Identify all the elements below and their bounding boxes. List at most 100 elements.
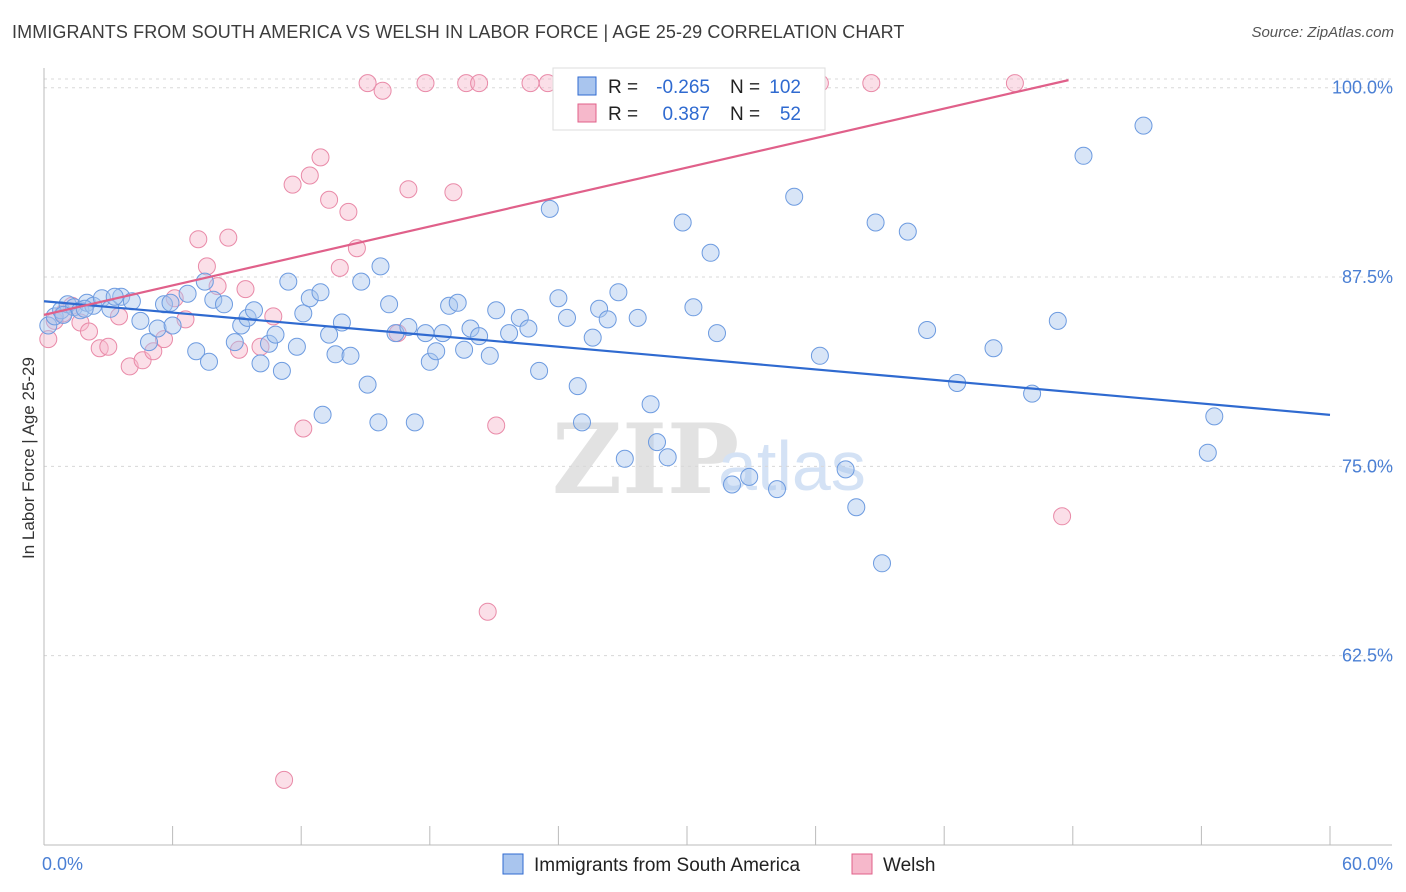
south-america-point bbox=[768, 480, 786, 499]
south-america-point bbox=[341, 346, 360, 365]
south-america-point bbox=[785, 187, 804, 206]
welsh-point bbox=[358, 74, 377, 93]
y-axis-label: In Labor Force | Age 25-29 bbox=[19, 357, 38, 559]
south-america-point bbox=[215, 295, 233, 314]
south-america-point bbox=[39, 316, 58, 335]
x-tick-label: 60.0% bbox=[1342, 854, 1393, 874]
south-america-point bbox=[723, 475, 741, 494]
south-america-point bbox=[1048, 311, 1067, 330]
south-america-point bbox=[609, 283, 628, 302]
legend-r-value-2: 0.387 bbox=[662, 104, 710, 125]
trend-line-south-america bbox=[43, 300, 1331, 416]
south-america-point bbox=[245, 301, 263, 320]
welsh-point bbox=[399, 180, 418, 199]
south-america-point bbox=[583, 328, 602, 347]
legend-r-value-1: -0.265 bbox=[656, 77, 710, 98]
welsh-point bbox=[457, 74, 476, 93]
welsh-point bbox=[300, 166, 319, 185]
welsh-point bbox=[80, 322, 98, 341]
welsh-point bbox=[283, 175, 302, 194]
south-america-point bbox=[313, 405, 332, 424]
welsh-point bbox=[39, 330, 58, 349]
south-america-point bbox=[131, 311, 150, 330]
y-tick-label: 75.0% bbox=[1342, 456, 1393, 476]
south-america-point bbox=[598, 310, 617, 329]
south-america-point bbox=[487, 301, 506, 320]
south-america-point bbox=[641, 395, 660, 414]
south-america-point bbox=[161, 293, 180, 312]
welsh-point bbox=[144, 342, 163, 361]
south-america-point bbox=[455, 340, 474, 359]
south-america-point bbox=[701, 243, 720, 262]
south-america-point bbox=[984, 339, 1003, 358]
south-america-point bbox=[480, 346, 499, 365]
welsh-point bbox=[862, 74, 881, 93]
south-america-point bbox=[300, 289, 319, 308]
south-america-point bbox=[847, 498, 866, 517]
y-tick-label: 100.0% bbox=[1332, 78, 1393, 98]
south-america-point bbox=[628, 308, 647, 327]
south-america-point bbox=[380, 295, 399, 314]
series-legend-label-1: Immigrants from South America bbox=[534, 855, 801, 876]
welsh-point bbox=[521, 74, 540, 93]
welsh-point bbox=[311, 148, 330, 167]
legend-n-label-2: N = bbox=[730, 104, 760, 125]
south-america-point bbox=[433, 324, 452, 343]
south-america-point bbox=[294, 304, 313, 323]
south-america-point bbox=[225, 333, 244, 352]
watermark-zip: ZIP bbox=[552, 403, 739, 516]
welsh-point bbox=[1053, 507, 1072, 526]
y-tick-label: 62.5% bbox=[1342, 646, 1393, 666]
welsh-point bbox=[373, 81, 392, 100]
south-america-point bbox=[540, 199, 559, 218]
welsh-point bbox=[197, 257, 216, 276]
series-legend-label-2: Welsh bbox=[883, 855, 935, 876]
south-america-point bbox=[836, 460, 855, 479]
legend-r-label-2: R = bbox=[608, 104, 638, 125]
welsh-point bbox=[189, 230, 208, 249]
south-america-point bbox=[405, 413, 424, 432]
watermark-atlas: atlas bbox=[718, 427, 866, 505]
welsh-point bbox=[155, 330, 173, 349]
south-america-point bbox=[558, 308, 576, 327]
south-america-point bbox=[200, 352, 218, 371]
south-america-point bbox=[1074, 146, 1093, 165]
trend-line-welsh bbox=[43, 79, 1069, 316]
south-america-point bbox=[573, 413, 591, 432]
south-america-point bbox=[420, 352, 439, 371]
south-america-point bbox=[470, 327, 489, 346]
south-america-point bbox=[810, 346, 829, 365]
south-america-point bbox=[320, 325, 339, 344]
axes: 62.5% 75.0% 87.5% 100.0% 0.0% 60.0% bbox=[42, 68, 1393, 874]
gridlines bbox=[44, 78, 1392, 657]
welsh-point bbox=[275, 770, 294, 789]
south-america-point bbox=[708, 324, 726, 343]
south-america-point bbox=[272, 361, 291, 380]
south-america-point bbox=[866, 213, 885, 232]
south-america-point bbox=[684, 298, 703, 317]
welsh-point bbox=[1005, 74, 1024, 93]
south-america-point bbox=[898, 222, 917, 241]
welsh-point bbox=[339, 202, 358, 221]
south-america-point bbox=[287, 337, 306, 356]
stats-legend: R = -0.265 N = 102 R = 0.387 N = 52 bbox=[552, 67, 826, 131]
welsh-point bbox=[294, 419, 313, 438]
south-america-point bbox=[658, 448, 677, 467]
welsh-point bbox=[330, 258, 349, 277]
south-america-point bbox=[673, 213, 692, 232]
series-legend-swatch-pink bbox=[851, 853, 873, 875]
south-america-point bbox=[326, 345, 345, 364]
watermark: ZIP atlas bbox=[552, 403, 866, 516]
south-america-point bbox=[140, 333, 158, 352]
south-america-point bbox=[187, 342, 206, 361]
south-america-point bbox=[427, 342, 446, 361]
south-america-point bbox=[530, 361, 549, 380]
welsh-point bbox=[236, 280, 255, 299]
south-america-point bbox=[260, 334, 278, 353]
welsh-point bbox=[470, 74, 489, 93]
series-legend: Immigrants from South America Welsh bbox=[502, 853, 935, 876]
south-america-point bbox=[1198, 443, 1217, 462]
series-legend-swatch-blue bbox=[502, 853, 524, 875]
legend-n-value-1: 102 bbox=[769, 77, 801, 98]
